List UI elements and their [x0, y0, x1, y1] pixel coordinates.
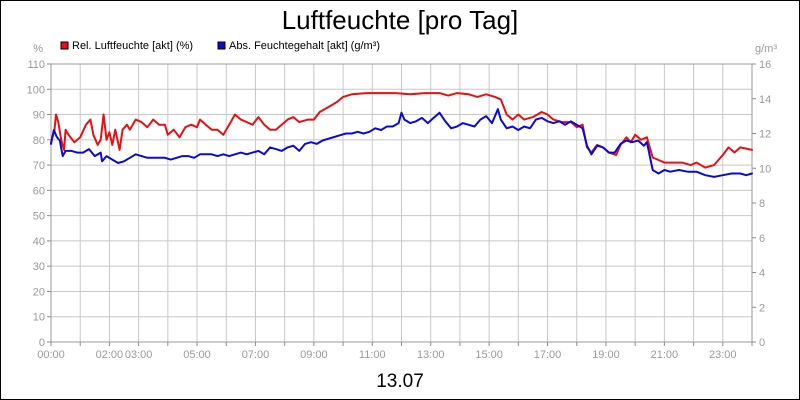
left-tick-label: 60	[33, 185, 45, 197]
right-tick-label: 16	[759, 59, 771, 71]
x-tick-label: 11:00	[359, 349, 386, 361]
x-tick-label: 09:00	[300, 349, 328, 361]
date-label: 13.07	[376, 371, 424, 392]
left-tick-label: 110	[27, 59, 45, 71]
right-tick-label: 12	[759, 129, 771, 141]
x-tick-label: 00:00	[37, 349, 65, 361]
left-tick-label: 20	[33, 286, 45, 298]
left-tick-label: 70	[33, 160, 45, 172]
x-tick-label: 21:00	[651, 349, 679, 361]
left-tick-label: 100	[27, 84, 45, 96]
left-tick-label: 80	[33, 135, 45, 147]
left-tick-label: 10	[33, 312, 45, 324]
left-tick-label: 0	[39, 337, 45, 349]
left-axis-unit: %	[33, 43, 43, 55]
right-tick-label: 6	[759, 233, 765, 245]
legend: Rel. Luftfeuchte [akt] (%) Abs. Feuchteg…	[60, 40, 380, 52]
right-tick-label: 10	[759, 163, 771, 175]
right-tick-label: 2	[759, 302, 765, 314]
right-axis-unit: g/m³	[755, 43, 777, 55]
right-tick-label: 0	[759, 337, 765, 349]
x-tick-label: 13:00	[417, 349, 445, 361]
legend-swatch-rel-humidity	[60, 41, 69, 50]
left-tick-label: 40	[33, 236, 45, 248]
left-tick-label: 50	[33, 211, 45, 223]
legend-label-rel-humidity: Rel. Luftfeuchte [akt] (%)	[72, 40, 193, 52]
axes: 0 10 20 30 40 50 60 70 80 90 100 110 0 2 4 6 8 10 12 14 16 00…	[27, 59, 772, 361]
legend-swatch-abs-humidity	[217, 41, 226, 50]
chart-title: Luftfeuchte [pro Tag]	[282, 5, 519, 35]
x-tick-label: 17:00	[534, 349, 562, 361]
x-tick-label: 15:00	[475, 349, 503, 361]
plot-border	[50, 63, 753, 343]
x-tick-label: 02:00	[96, 349, 124, 361]
x-tick-label: 23:00	[709, 349, 737, 361]
x-tick-label: 07:00	[242, 349, 270, 361]
right-tick-label: 8	[759, 198, 765, 210]
series	[50, 92, 753, 178]
series-line-abs-humidity	[50, 108, 753, 178]
legend-label-abs-humidity: Abs. Feuchtegehalt [akt] (g/m³)	[229, 40, 380, 52]
right-tick-label: 4	[759, 268, 765, 280]
left-tick-label: 90	[33, 110, 45, 122]
x-tick-label: 03:00	[125, 349, 153, 361]
right-tick-label: 14	[759, 94, 771, 106]
x-tick-label: 19:00	[592, 349, 620, 361]
x-tick-label: 05:00	[183, 349, 211, 361]
left-tick-label: 30	[33, 261, 45, 273]
grid	[50, 63, 753, 343]
